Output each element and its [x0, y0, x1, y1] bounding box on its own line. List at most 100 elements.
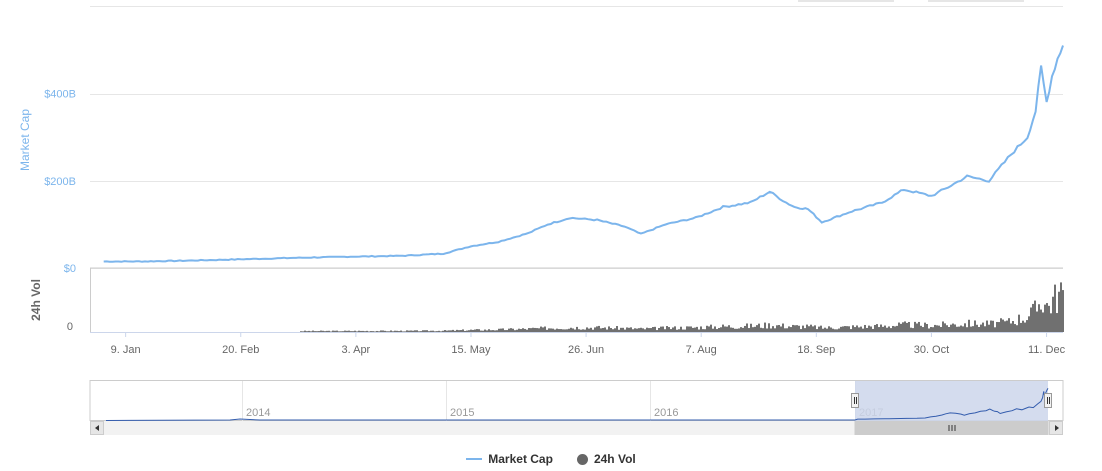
volume-bar — [568, 328, 570, 332]
volume-bar — [594, 327, 596, 332]
navigator-year-label: 2016 — [654, 407, 678, 419]
volume-bar — [940, 326, 942, 332]
volume-bar — [858, 327, 860, 332]
legend-label: 24h Vol — [593, 452, 636, 466]
volume-bar — [406, 330, 408, 332]
volume-bar — [1040, 309, 1042, 332]
volume-bar — [306, 331, 308, 332]
volume-bar — [368, 331, 370, 332]
volume-bar — [824, 327, 826, 332]
volume-bar — [790, 327, 792, 332]
volume-bar — [774, 328, 776, 332]
volume-bar — [694, 327, 696, 332]
volume-bar — [770, 328, 772, 332]
volume-bar — [608, 326, 610, 332]
volume-bar — [610, 328, 612, 332]
volume-bar — [748, 328, 750, 332]
volume-bar — [454, 330, 456, 332]
legend-item-24h-vol[interactable]: 24h Vol — [576, 452, 636, 466]
navigator[interactable]: 2014201520162017 — [89, 380, 1064, 422]
volume-bar — [380, 330, 382, 332]
volume-bar — [384, 330, 386, 332]
volume-bar — [324, 331, 326, 332]
x-tick-label: 20. Feb — [222, 344, 259, 356]
legend-label: Market Cap — [488, 452, 553, 466]
volume-bar — [822, 328, 824, 332]
volume-bar — [616, 326, 618, 332]
volume-bar — [888, 326, 890, 332]
volume-bar — [716, 329, 718, 332]
volume-bar — [646, 327, 648, 332]
volume-bar — [880, 324, 882, 332]
volume-bar — [868, 325, 870, 332]
volume-bar — [478, 329, 480, 332]
volume-bar — [580, 329, 582, 332]
volume-bar — [650, 328, 652, 332]
volume-bar — [540, 326, 542, 332]
volume-bar — [920, 325, 922, 332]
volume-bar — [510, 328, 512, 332]
volume-bar — [526, 329, 528, 332]
navigator-left-handle[interactable] — [851, 393, 859, 408]
zoom-button-stub[interactable] — [798, 0, 894, 2]
volume-bar — [978, 326, 980, 332]
volume-bar — [604, 327, 606, 332]
volume-axis-title: 24h Vol — [29, 279, 43, 321]
volume-bar — [988, 324, 990, 332]
volume-bar — [956, 326, 958, 332]
volume-bar — [614, 328, 616, 332]
volume-bar — [1048, 305, 1050, 332]
volume-bar — [438, 330, 440, 332]
volume-bar — [954, 324, 956, 332]
volume-bar — [556, 328, 558, 332]
volume-bar — [572, 328, 574, 332]
volume-bar — [1054, 284, 1056, 332]
volume-bar — [354, 330, 356, 332]
volume-bar — [732, 327, 734, 332]
volume-bar — [304, 330, 306, 332]
volume-bar — [522, 328, 524, 332]
volume-bar — [330, 331, 332, 332]
volume-bar — [1014, 324, 1016, 332]
volume-bar — [948, 327, 950, 332]
volume-bar — [506, 330, 508, 332]
volume-bar — [570, 327, 572, 332]
zoom-button-stub[interactable] — [928, 0, 1024, 2]
volume-bar — [494, 330, 496, 332]
volume-bar — [886, 327, 888, 332]
volume-bar — [414, 330, 416, 332]
market-cap-chart: $0 $200B $400B 0 Market Cap 24h Vol 9. Jan 2… — [18, 6, 1066, 435]
volume-bar — [476, 329, 478, 332]
volume-bar — [776, 325, 778, 332]
volume-bar — [450, 330, 452, 332]
legend-dot-icon — [576, 453, 588, 465]
volume-bar — [874, 324, 876, 332]
volume-bar — [662, 326, 664, 332]
volume-bar — [1032, 303, 1034, 332]
volume-bar — [664, 329, 666, 332]
volume-bar — [944, 323, 946, 332]
volume-bar — [512, 328, 514, 332]
volume-bar — [350, 331, 352, 332]
legend-item-market-cap[interactable]: Market Cap — [466, 452, 553, 466]
volume-bar — [1050, 313, 1052, 332]
scrollbar-track[interactable] — [90, 421, 1063, 435]
volume-bar — [904, 321, 906, 332]
volume-bar — [530, 328, 532, 332]
volume-bar — [416, 330, 418, 332]
volume-bar — [648, 328, 650, 332]
volume-bar — [712, 328, 714, 332]
volume-bar — [840, 326, 842, 332]
volume-bar — [402, 331, 404, 332]
volume-bar — [554, 329, 556, 332]
volume-bar — [326, 330, 328, 332]
volume-bar — [334, 330, 336, 332]
volume-bar — [914, 321, 916, 332]
volume-bar — [852, 325, 854, 332]
volume-bar — [896, 325, 898, 332]
volume-bar — [802, 325, 804, 332]
navigator-selected-range[interactable] — [855, 381, 1048, 421]
scrollbar[interactable] — [90, 421, 1063, 435]
volume-bar — [1034, 300, 1036, 332]
navigator-right-handle[interactable] — [1044, 393, 1052, 408]
